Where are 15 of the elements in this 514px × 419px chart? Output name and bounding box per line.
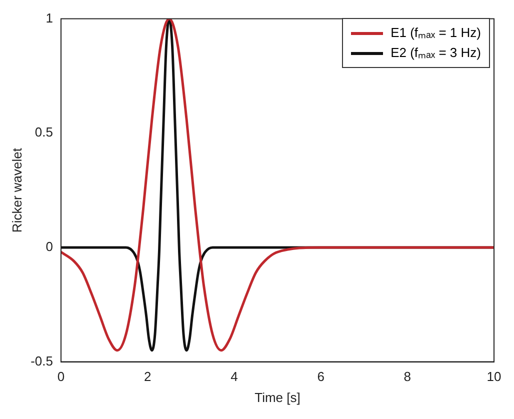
x-axis-title: Time [s] (254, 390, 300, 405)
y-axis-title: Ricker wavelet (9, 148, 24, 233)
x-tick-label: 6 (317, 369, 324, 384)
legend-label: E2 (fₘₐₓ = 3 Hz) (390, 44, 481, 62)
y-tick-label: -0.5 (30, 353, 53, 368)
legend-label: E1 (fₘₐₓ = 1 Hz) (390, 24, 481, 42)
line-series (61, 18, 494, 352)
x-tick-label: 10 (486, 369, 502, 384)
y-tick-label: 1 (46, 10, 53, 26)
x-tick-label: 8 (404, 369, 412, 384)
x-tick-label: 4 (230, 369, 238, 384)
x-tick-label: 0 (57, 369, 65, 384)
y-tick-label: 0.5 (34, 124, 53, 140)
y-tick-label: 0 (46, 239, 53, 254)
x-tick-label: 2 (144, 369, 152, 384)
